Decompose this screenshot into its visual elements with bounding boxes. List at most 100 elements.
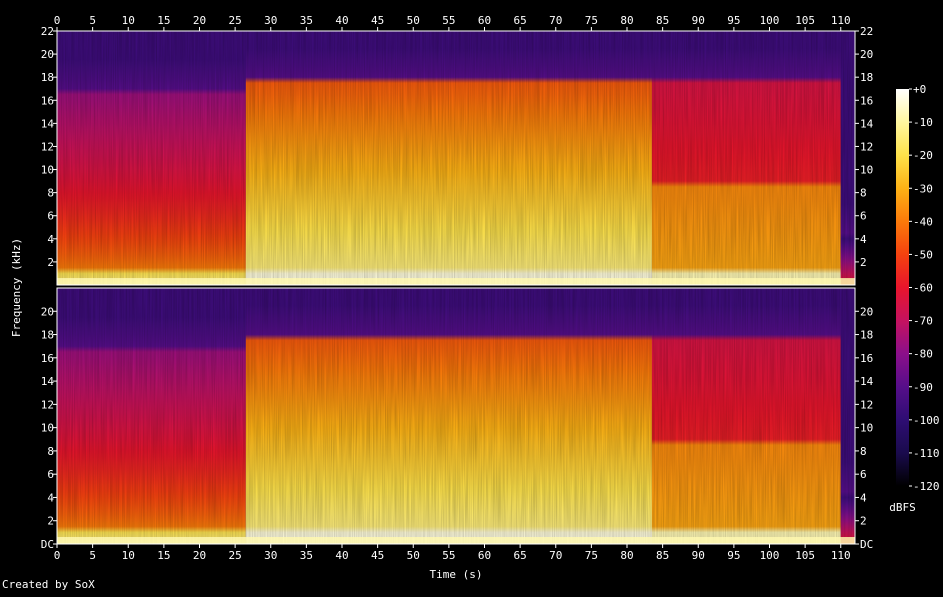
colorbar-tick-label: -40: [913, 215, 933, 228]
y-tick-label-left: 6: [47, 210, 54, 223]
x-tick-label-bottom: 25: [229, 549, 242, 562]
colorbar-tick-label: -110: [913, 447, 940, 460]
y-tick-label-left: 16: [41, 94, 54, 107]
low-frequency-band: [57, 537, 855, 544]
colorbar-tick-label: -10: [913, 116, 933, 129]
y-tick-label-right: 4: [860, 491, 867, 504]
x-tick-label-bottom: 5: [89, 549, 96, 562]
x-tick-label-top: 25: [229, 14, 242, 27]
y-tick-label-right: 10: [860, 422, 873, 435]
x-tick-label-top: 0: [54, 14, 61, 27]
y-tick-label-left: 12: [41, 140, 54, 153]
colorbar-gradient: [896, 89, 909, 486]
y-tick-label-left: 4: [47, 491, 54, 504]
x-tick-label-bottom: 15: [157, 549, 170, 562]
x-tick-label-bottom: 20: [193, 549, 206, 562]
x-tick-label-top: 15: [157, 14, 170, 27]
colorbar-label: dBFS: [889, 501, 916, 514]
channel-1-panel: [57, 31, 855, 285]
y-tick-label-left: 10: [41, 422, 54, 435]
y-tick-label-right: 14: [860, 375, 874, 388]
low-frequency-band: [57, 278, 855, 285]
x-tick-label-bottom: 95: [727, 549, 740, 562]
x-tick-label-top: 60: [478, 14, 491, 27]
y-tick-label-left: 14: [41, 117, 55, 130]
x-tick-label-bottom: 80: [620, 549, 633, 562]
colorbar-tick-label: -60: [913, 282, 933, 295]
colorbar-tick-label: +0: [913, 83, 926, 96]
y-tick-label-right: 16: [860, 352, 873, 365]
colorbar-tick-label: -120: [913, 480, 940, 493]
y-tick-label-left: 12: [41, 398, 54, 411]
x-tick-label-bottom: 45: [371, 549, 384, 562]
y-tick-label-right: 8: [860, 445, 867, 458]
x-tick-label-bottom: 30: [264, 549, 277, 562]
y-tick-label-right: 4: [860, 233, 867, 246]
y-tick-label-right: 12: [860, 140, 873, 153]
x-tick-label-bottom: 90: [692, 549, 705, 562]
x-tick-label-top: 100: [760, 14, 780, 27]
colorbar-tick-label: -80: [913, 348, 933, 361]
y-tick-label-left: 4: [47, 233, 54, 246]
x-tick-label-top: 85: [656, 14, 669, 27]
y-tick-label-right: 20: [860, 48, 873, 61]
x-tick-label-top: 75: [585, 14, 598, 27]
y-tick-label-left: 2: [47, 515, 54, 528]
colorbar-tick-label: -90: [913, 381, 933, 394]
panel-2-frame: [56, 287, 856, 545]
x-tick-label-bottom: 110: [831, 549, 851, 562]
y-tick-label-left: 20: [41, 48, 54, 61]
y-tick-label-left: 18: [41, 329, 54, 342]
y-tick-label-right: 14: [860, 117, 874, 130]
x-axis-label: Time (s): [430, 568, 483, 581]
y-tick-label-left: 18: [41, 71, 54, 84]
sox-credit: Created by SoX: [2, 578, 95, 591]
x-tick-label-bottom: 0: [54, 549, 61, 562]
y-tick-label-left: 20: [41, 305, 54, 318]
y-tick-label-right: 8: [860, 187, 867, 200]
colorbar: +0 -10 -20 -30 -40 -50 -60 -70 -80 -90 -100 -110 -12…: [889, 83, 939, 514]
y-tick-label-left: 10: [41, 164, 54, 177]
x-tick-label-top: 20: [193, 14, 206, 27]
y-tick-label-right: 20: [860, 305, 873, 318]
y-tick-label-right: 10: [860, 164, 873, 177]
x-tick-label-bottom: 10: [122, 549, 135, 562]
x-tick-label-bottom: 85: [656, 549, 669, 562]
texture-overlay: [57, 31, 855, 285]
y-tick-label-left: 2: [47, 256, 54, 269]
panel-1-frame: [56, 30, 856, 286]
x-tick-label-top: 110: [831, 14, 851, 27]
y-tick-label-right: DC: [860, 538, 873, 551]
y-tick-label-left: 6: [47, 468, 54, 481]
x-tick-label-top: 90: [692, 14, 705, 27]
x-tick-label-top: 30: [264, 14, 277, 27]
y-axis-label: Frequency (kHz): [10, 238, 23, 337]
y-tick-label-right: 18: [860, 329, 873, 342]
y-tick-label-right: 12: [860, 398, 873, 411]
y-tick-label-right: 2: [860, 515, 867, 528]
y-tick-label-right: 6: [860, 210, 867, 223]
y-tick-label-left: 14: [41, 375, 55, 388]
x-tick-label-top: 40: [335, 14, 348, 27]
y-tick-label-right: 22: [860, 25, 873, 38]
spectrogram-panels: [57, 31, 855, 544]
x-tick-label-top: 50: [407, 14, 420, 27]
x-tick-label-bottom: 100: [760, 549, 780, 562]
channel-2-panel: [57, 288, 855, 544]
x-tick-label-top: 105: [795, 14, 815, 27]
x-tick-label-top: 10: [122, 14, 135, 27]
y-tick-label-right: 2: [860, 256, 867, 269]
colorbar-tick-label: -30: [913, 182, 933, 195]
colorbar-tick-label: -50: [913, 248, 933, 261]
x-tick-label-top: 95: [727, 14, 740, 27]
x-tick-label-top: 35: [300, 14, 313, 27]
x-tick-label-bottom: 60: [478, 549, 491, 562]
colorbar-tick-label: -70: [913, 315, 933, 328]
axes: 0055101015152020252530303535404045455050…: [10, 14, 874, 581]
x-tick-label-top: 5: [89, 14, 96, 27]
x-tick-label-bottom: 40: [335, 549, 348, 562]
texture-overlay: [57, 288, 855, 544]
x-tick-label-top: 80: [620, 14, 633, 27]
x-tick-label-bottom: 35: [300, 549, 313, 562]
